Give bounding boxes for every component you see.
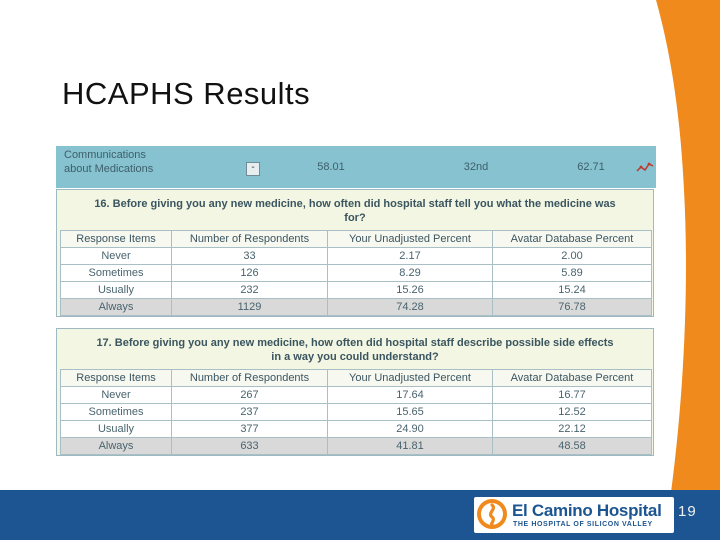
cell: 33 xyxy=(171,247,328,265)
table-row-highlighted: Always 1129 74.28 76.78 xyxy=(60,298,652,316)
hospital-tagline: THE HOSPITAL OF SILICON VALLEY xyxy=(513,521,653,528)
cell: 76.78 xyxy=(492,298,652,316)
table-row: Never 33 2.17 2.00 xyxy=(60,247,652,265)
cell: 237 xyxy=(171,403,328,421)
cell: Never xyxy=(60,386,172,404)
question-17-title: 17. Before giving you any new medicine, … xyxy=(96,337,614,363)
cell: 2.17 xyxy=(327,247,493,265)
col-header-database-percent: Avatar Database Percent xyxy=(492,369,652,387)
summary-bar: Communications about Medications - 58.01… xyxy=(56,146,656,188)
cell: 74.28 xyxy=(327,298,493,316)
cell: 377 xyxy=(171,420,328,438)
col-header-database-percent: Avatar Database Percent xyxy=(492,230,652,248)
cell: 267 xyxy=(171,386,328,404)
question-16-title: 16. Before giving you any new medicine, … xyxy=(94,198,616,224)
cell: 1129 xyxy=(171,298,328,316)
cell: 48.58 xyxy=(492,437,652,455)
table-row: Sometimes 237 15.65 12.52 xyxy=(60,403,652,421)
col-header-respondents: Number of Respondents xyxy=(171,369,328,387)
cell: Usually xyxy=(60,281,172,299)
table-row: Usually 232 15.26 15.24 xyxy=(60,281,652,299)
summary-category: Communications about Medications xyxy=(64,149,154,175)
cell: Always xyxy=(60,298,172,316)
cell: 15.24 xyxy=(492,281,652,299)
hospital-logo-icon xyxy=(477,499,507,529)
cell: 633 xyxy=(171,437,328,455)
question-16-table: Response Items Number of Respondents You… xyxy=(60,230,652,316)
cell: 126 xyxy=(171,264,328,282)
table-row: Never 267 17.64 16.77 xyxy=(60,386,652,404)
table-header-row: Response Items Number of Respondents You… xyxy=(60,369,652,387)
question-17-panel: 17. Before giving you any new medicine, … xyxy=(56,328,654,456)
table-row: Sometimes 126 8.29 5.89 xyxy=(60,264,652,282)
page-number: 19 xyxy=(678,503,697,520)
summary-database-score: 62.71 xyxy=(577,161,605,173)
cell: 2.00 xyxy=(492,247,652,265)
cell: 15.26 xyxy=(327,281,493,299)
cell: 5.89 xyxy=(492,264,652,282)
cell: Never xyxy=(60,247,172,265)
cell: Always xyxy=(60,437,172,455)
cell: Sometimes xyxy=(60,264,172,282)
summary-rank: 32nd xyxy=(463,161,489,173)
col-header-respondents: Number of Respondents xyxy=(171,230,328,248)
cell: Usually xyxy=(60,420,172,438)
cell: 24.90 xyxy=(327,420,493,438)
summary-score: 58.01 xyxy=(317,161,345,173)
slide-title: HCAPHS Results xyxy=(62,76,311,111)
col-header-response-items: Response Items xyxy=(60,369,172,387)
table-row: Usually 377 24.90 22.12 xyxy=(60,420,652,438)
col-header-unadjusted-percent: Your Unadjusted Percent xyxy=(327,230,493,248)
cell: 232 xyxy=(171,281,328,299)
table-header-row: Response Items Number of Respondents You… xyxy=(60,230,652,248)
question-16-panel: 16. Before giving you any new medicine, … xyxy=(56,189,654,317)
col-header-unadjusted-percent: Your Unadjusted Percent xyxy=(327,369,493,387)
cell: 41.81 xyxy=(327,437,493,455)
cell: 22.12 xyxy=(492,420,652,438)
cell: 16.77 xyxy=(492,386,652,404)
cell: 12.52 xyxy=(492,403,652,421)
trend-chart-icon[interactable] xyxy=(636,158,654,176)
hospital-name: El Camino Hospital xyxy=(512,501,662,520)
table-row-highlighted: Always 633 41.81 48.58 xyxy=(60,437,652,455)
cell: 15.65 xyxy=(327,403,493,421)
question-17-table: Response Items Number of Respondents You… xyxy=(60,369,652,455)
collapse-button[interactable]: - xyxy=(246,162,260,176)
cell: Sometimes xyxy=(60,403,172,421)
cell: 8.29 xyxy=(327,264,493,282)
col-header-response-items: Response Items xyxy=(60,230,172,248)
cell: 17.64 xyxy=(327,386,493,404)
hospital-logo: El Camino Hospital THE HOSPITAL OF SILIC… xyxy=(474,497,674,533)
